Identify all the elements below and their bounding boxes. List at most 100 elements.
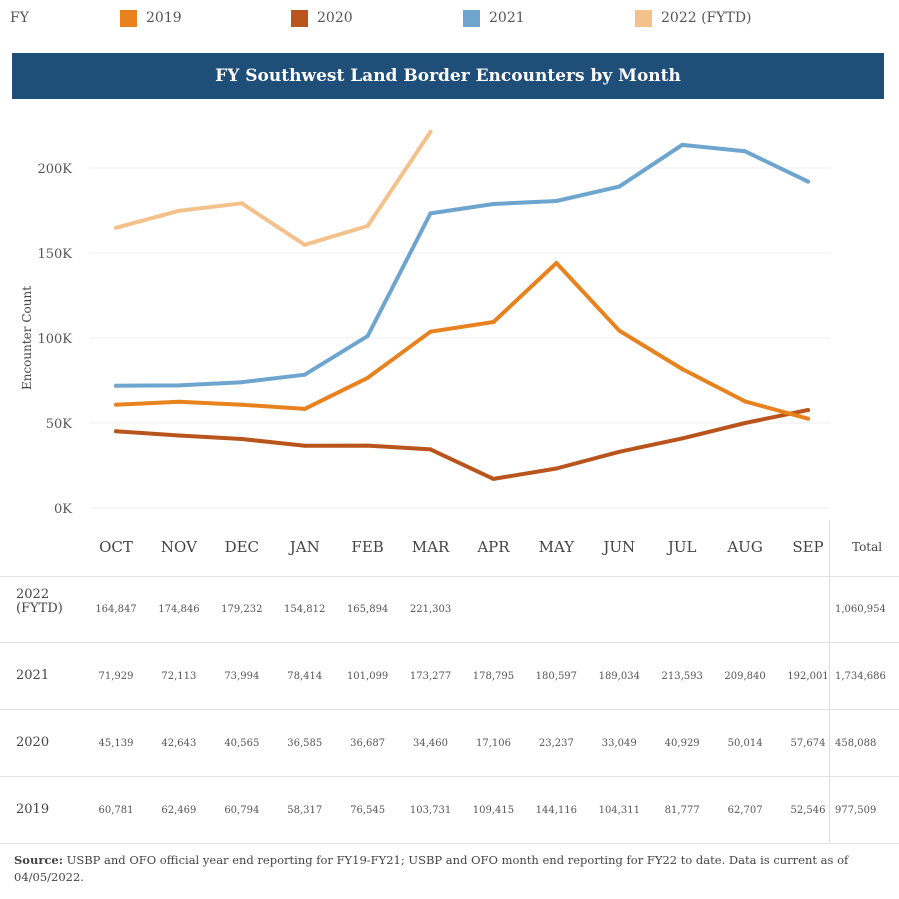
table-cell: 73,994 bbox=[224, 671, 260, 682]
data-point-2020 bbox=[743, 420, 748, 425]
source-prefix: Source: bbox=[14, 853, 63, 867]
data-point-2019 bbox=[176, 399, 181, 404]
source-note: Source: USBP and OFO official year end r… bbox=[14, 852, 894, 886]
table-cell: 72,113 bbox=[161, 671, 197, 682]
legend-title: FY bbox=[10, 10, 29, 26]
data-point-2021 bbox=[806, 179, 810, 184]
table-month-header: Total OCT NOV DEC JAN FEB MAR APR MAY JUN JUL AUG S… bbox=[0, 530, 899, 570]
table-cell: 17,106 bbox=[475, 738, 511, 749]
table-cell: 180,597 bbox=[535, 671, 578, 682]
table-divider bbox=[0, 776, 899, 777]
month-header-feb: FEB bbox=[351, 538, 384, 556]
y-tick-label: 50K bbox=[46, 417, 73, 432]
data-point-2019 bbox=[428, 329, 433, 334]
table-cell: 42,643 bbox=[161, 738, 197, 749]
data-point-2021 bbox=[743, 149, 748, 154]
series-line-2022-fytd bbox=[114, 129, 433, 247]
table-row: 2022 (FYTD) 164,847 174,846 179,232 154,812 1… bbox=[0, 576, 899, 642]
table-cell: 50,014 bbox=[727, 738, 763, 749]
month-header-sep: SEP bbox=[792, 538, 824, 556]
data-point-2020 bbox=[617, 449, 622, 454]
month-header-mar: MAR bbox=[411, 538, 450, 556]
table-row: 2019 60,781 62,469 60,794 58,317 76,545 103,73… bbox=[0, 777, 899, 843]
month-header-jan: JAN bbox=[289, 538, 320, 556]
table-cell: 154,812 bbox=[284, 604, 326, 615]
month-header-apr: APR bbox=[477, 538, 510, 556]
series-line-2019 bbox=[114, 261, 810, 421]
table-divider bbox=[0, 843, 899, 844]
month-header-nov: NOV bbox=[160, 538, 197, 556]
table-divider bbox=[0, 642, 899, 643]
table-cell: 57,674 bbox=[790, 738, 826, 749]
data-point-2020 bbox=[302, 443, 307, 448]
data-point-2022-fytd bbox=[365, 223, 370, 228]
table-cell: 58,317 bbox=[287, 805, 323, 816]
table-divider bbox=[0, 576, 899, 577]
legend-swatch-2019 bbox=[120, 9, 137, 27]
line-chart: 0K 50K 100K 150K 200K Encounter Count bbox=[20, 129, 830, 517]
table-cell: 36,687 bbox=[350, 738, 386, 749]
data-point-2022-fytd bbox=[302, 242, 307, 247]
data-point-2019 bbox=[114, 402, 118, 407]
table-cell: 76,545 bbox=[350, 805, 386, 816]
table-cell: 109,415 bbox=[472, 805, 515, 816]
legend-item-2022-fytd[interactable]: 2022 (FYTD) bbox=[635, 8, 752, 28]
y-tick-label: 150K bbox=[37, 247, 72, 262]
chart-title: FY Southwest Land Border Encounters by M… bbox=[215, 66, 681, 86]
row-label: 2021 bbox=[16, 668, 50, 683]
data-point-2019 bbox=[365, 375, 370, 380]
table-cell: 221,303 bbox=[409, 604, 452, 615]
table-cell: 71,929 bbox=[98, 671, 134, 682]
table-cell: 62,707 bbox=[727, 805, 763, 816]
legend-label-2022-fytd: 2022 (FYTD) bbox=[661, 10, 752, 26]
table-total-cell: 1,734,686 bbox=[835, 671, 886, 682]
data-point-2020 bbox=[114, 429, 118, 434]
month-header-jun: JUN bbox=[603, 538, 636, 556]
row-label: 2022 (FYTD) bbox=[16, 587, 63, 616]
y-axis-label: Encounter Count bbox=[20, 286, 34, 390]
table-cell: 62,469 bbox=[161, 805, 197, 816]
data-point-2020 bbox=[554, 466, 559, 471]
data-point-2020 bbox=[365, 443, 370, 448]
data-point-2021 bbox=[617, 184, 622, 189]
table-cell: 40,565 bbox=[224, 738, 260, 749]
month-header-dec: DEC bbox=[224, 538, 260, 556]
data-point-2021 bbox=[365, 334, 370, 339]
table-total-divider bbox=[829, 520, 830, 842]
data-point-2020 bbox=[680, 436, 685, 441]
legend-swatch-2022-fytd bbox=[635, 9, 652, 27]
table-total-cell: 977,509 bbox=[835, 805, 877, 816]
data-point-2019 bbox=[617, 328, 622, 333]
legend-swatch-2020 bbox=[291, 9, 308, 27]
table-cell: 81,777 bbox=[664, 805, 700, 816]
table-cell: 213,593 bbox=[661, 671, 703, 682]
y-tick-label: 100K bbox=[37, 332, 72, 347]
data-point-2019 bbox=[806, 416, 810, 421]
legend-item-2019[interactable]: 2019 bbox=[120, 8, 182, 28]
table-cell: 164,847 bbox=[95, 604, 137, 615]
data-point-2021 bbox=[680, 142, 685, 147]
table-cell: 209,840 bbox=[724, 671, 766, 682]
data-point-2022-fytd bbox=[176, 208, 181, 213]
table-cell: 40,929 bbox=[664, 738, 700, 749]
legend-label-2021: 2021 bbox=[489, 10, 525, 26]
month-header-aug: AUG bbox=[727, 538, 763, 556]
data-point-2021 bbox=[554, 198, 559, 203]
table-cell: 179,232 bbox=[221, 604, 263, 615]
legend-label-2020: 2020 bbox=[317, 10, 353, 26]
legend-item-2020[interactable]: 2020 bbox=[291, 8, 353, 28]
data-point-2019 bbox=[491, 319, 496, 324]
legend: FY 2019 2020 2021 2022 (FYTD) bbox=[0, 0, 899, 40]
data-point-2020 bbox=[176, 433, 181, 438]
table-divider bbox=[0, 709, 899, 710]
data-point-2022-fytd bbox=[428, 129, 433, 134]
table-cell: 165,894 bbox=[346, 604, 389, 615]
data-point-2019 bbox=[554, 261, 559, 266]
table-cell: 144,116 bbox=[535, 805, 578, 816]
legend-item-2021[interactable]: 2021 bbox=[463, 8, 525, 28]
table-cell: 34,460 bbox=[413, 738, 449, 749]
data-point-2021 bbox=[428, 211, 433, 216]
table-cell: 189,034 bbox=[598, 671, 640, 682]
table-cell: 78,414 bbox=[287, 671, 323, 682]
chart-title-bar: FY Southwest Land Border Encounters by M… bbox=[12, 53, 884, 99]
